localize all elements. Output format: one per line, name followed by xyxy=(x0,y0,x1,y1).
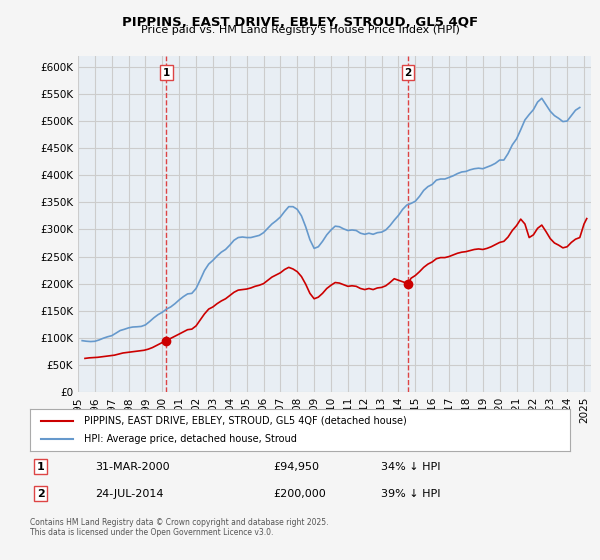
Text: £94,950: £94,950 xyxy=(273,461,319,472)
Text: 24-JUL-2014: 24-JUL-2014 xyxy=(95,488,163,498)
Text: PIPPINS, EAST DRIVE, EBLEY, STROUD, GL5 4QF: PIPPINS, EAST DRIVE, EBLEY, STROUD, GL5 … xyxy=(122,16,478,29)
Text: 1: 1 xyxy=(37,461,44,472)
Text: Price paid vs. HM Land Registry's House Price Index (HPI): Price paid vs. HM Land Registry's House … xyxy=(140,25,460,35)
Text: Contains HM Land Registry data © Crown copyright and database right 2025.
This d: Contains HM Land Registry data © Crown c… xyxy=(30,518,329,538)
Text: HPI: Average price, detached house, Stroud: HPI: Average price, detached house, Stro… xyxy=(84,434,297,444)
Text: £200,000: £200,000 xyxy=(273,488,326,498)
Text: 2: 2 xyxy=(404,68,412,78)
Text: 1: 1 xyxy=(163,68,170,78)
Text: PIPPINS, EAST DRIVE, EBLEY, STROUD, GL5 4QF (detached house): PIPPINS, EAST DRIVE, EBLEY, STROUD, GL5 … xyxy=(84,416,407,426)
Text: 34% ↓ HPI: 34% ↓ HPI xyxy=(381,461,440,472)
Text: 2: 2 xyxy=(37,488,44,498)
Text: 39% ↓ HPI: 39% ↓ HPI xyxy=(381,488,440,498)
Text: 31-MAR-2000: 31-MAR-2000 xyxy=(95,461,169,472)
